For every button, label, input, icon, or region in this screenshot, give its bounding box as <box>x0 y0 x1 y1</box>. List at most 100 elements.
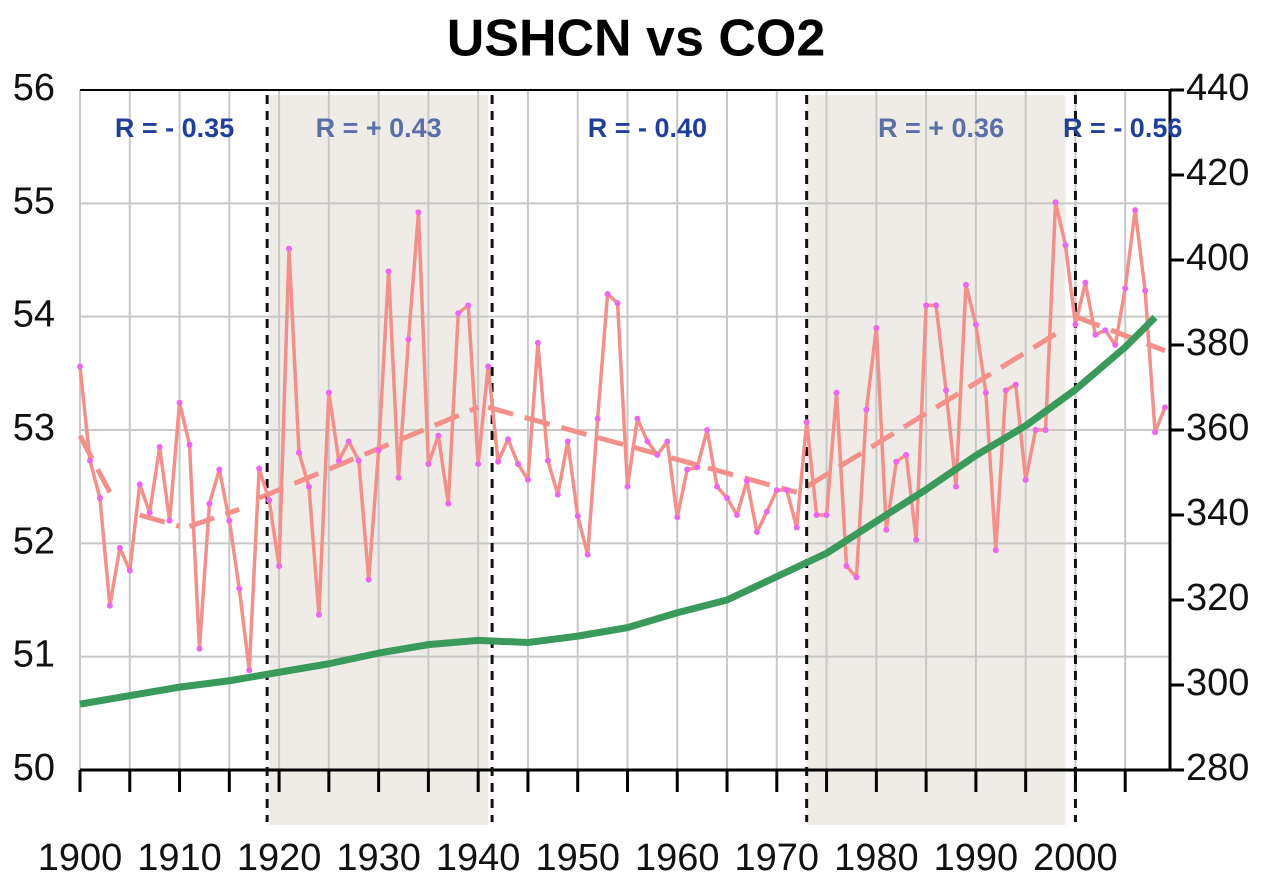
data-point <box>554 491 561 498</box>
chart-title: USHCN vs CO2 <box>447 10 826 68</box>
data-point <box>684 466 691 473</box>
data-point <box>1122 285 1129 292</box>
data-point <box>763 508 770 515</box>
data-point <box>1092 331 1099 338</box>
data-point <box>266 497 273 504</box>
data-point <box>783 487 790 494</box>
data-point <box>903 451 910 458</box>
data-point <box>674 514 681 521</box>
x-tick-label: 1970 <box>735 837 820 879</box>
data-point <box>1002 387 1009 394</box>
y2-tick-label: 420 <box>1186 152 1249 194</box>
data-point <box>923 302 930 309</box>
x-tick-label: 1930 <box>336 837 421 879</box>
x-tick-label: 1920 <box>237 837 322 879</box>
y2-tick-label: 280 <box>1186 747 1249 789</box>
y-tick-label: 50 <box>13 747 55 789</box>
x-tick-label: 1950 <box>535 837 620 879</box>
correlation-label: R = - 0.56 <box>1063 113 1182 143</box>
data-point <box>704 427 711 433</box>
data-point <box>724 495 731 501</box>
data-point <box>415 209 422 216</box>
y-tick-label: 52 <box>13 520 55 562</box>
data-point <box>584 551 591 558</box>
data-point <box>813 512 820 518</box>
data-point <box>733 512 740 518</box>
data-point <box>564 438 571 445</box>
data-point <box>833 389 840 396</box>
data-point <box>1072 321 1079 328</box>
trend-line <box>258 405 480 501</box>
data-point <box>803 419 810 426</box>
data-point <box>146 509 153 516</box>
x-tick-label: 1980 <box>834 837 919 879</box>
correlation-label: R = - 0.40 <box>588 113 707 143</box>
trend-line <box>188 506 241 529</box>
correlation-label: R = - 0.35 <box>115 113 234 143</box>
data-point <box>972 321 979 328</box>
data-line <box>78 200 1167 673</box>
data-point <box>1012 381 1019 388</box>
correlation-label: R = + 0.43 <box>316 113 442 143</box>
data-point <box>505 436 512 443</box>
data-point <box>962 281 969 288</box>
data-point <box>1152 429 1159 436</box>
data-point <box>883 526 890 533</box>
data-point <box>465 302 472 309</box>
data-point <box>236 585 243 592</box>
data-point <box>1132 207 1139 214</box>
x-tick-label: 1990 <box>934 837 1019 879</box>
data-point <box>654 451 661 458</box>
data-point <box>485 363 492 370</box>
data-point <box>77 363 83 370</box>
data-point <box>933 302 940 309</box>
y2-tick-label: 440 <box>1186 67 1249 109</box>
data-line <box>79 314 1158 708</box>
data-point <box>1022 476 1029 483</box>
data-point <box>1032 427 1039 433</box>
x-tick-label: 2000 <box>1033 837 1118 879</box>
data-point <box>136 481 143 488</box>
data-point <box>106 602 113 609</box>
data-point <box>624 483 631 490</box>
data-point <box>226 517 233 524</box>
data-point <box>385 268 392 275</box>
data-point <box>126 567 133 574</box>
data-point <box>176 399 183 406</box>
trend-line <box>487 404 798 495</box>
y2-tick-label: 320 <box>1186 577 1249 619</box>
data-point <box>286 245 293 252</box>
data-point <box>863 406 870 413</box>
y-tick-label: 53 <box>13 407 55 449</box>
data-point <box>1142 287 1149 294</box>
x-tick-label: 1960 <box>635 837 720 879</box>
data-point <box>256 465 263 472</box>
data-point <box>425 461 432 467</box>
data-point <box>644 438 651 445</box>
y2-tick-label: 300 <box>1186 662 1249 704</box>
y-tick-label: 56 <box>13 67 55 109</box>
x-tick-label: 1900 <box>38 837 123 879</box>
data-point <box>455 310 462 317</box>
trend-line <box>77 434 113 494</box>
data-point <box>1102 327 1109 334</box>
data-point <box>305 483 312 490</box>
data-point <box>634 415 641 422</box>
y2-tick-label: 340 <box>1186 492 1249 534</box>
data-point <box>206 500 213 507</box>
data-point <box>1042 427 1049 433</box>
data-point <box>295 449 302 456</box>
data-point <box>793 524 800 531</box>
trend-line <box>805 325 1067 489</box>
y-tick-label: 54 <box>13 294 55 336</box>
data-point <box>335 457 342 464</box>
data-point <box>913 536 920 543</box>
data-point <box>514 461 521 467</box>
data-point <box>405 336 412 343</box>
data-point <box>604 291 611 297</box>
data-point <box>893 458 900 465</box>
data-point <box>823 512 830 518</box>
data-point <box>982 389 989 396</box>
data-point <box>325 389 332 396</box>
data-point <box>743 478 750 484</box>
